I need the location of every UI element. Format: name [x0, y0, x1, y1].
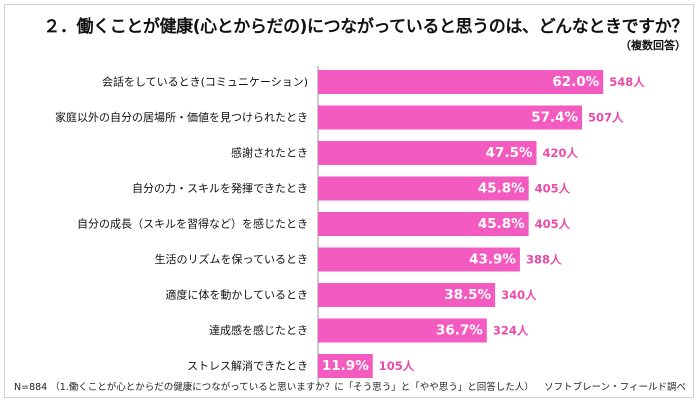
- category-label: 適度に体を動かしているとき: [165, 288, 308, 302]
- category-label: 自分の力・スキルを発揮できたとき: [132, 181, 308, 195]
- bar: [318, 141, 537, 165]
- bar-count-label: 405人: [535, 182, 571, 196]
- bar: [318, 247, 520, 272]
- category-label: 感謝されたとき: [231, 146, 308, 160]
- footnote: N=884 （1.働くことが心とからだの健康につながっていると思いますか？に「そ…: [14, 382, 534, 393]
- chart-frame: [4, 4, 694, 398]
- category-label: 家庭以外の自分の居場所・価値を見つけられたとき: [55, 110, 308, 124]
- bar: [318, 354, 373, 378]
- bar-count-label: 324人: [493, 324, 529, 338]
- bar-count-label: 105人: [379, 359, 415, 373]
- bar-value-label: 57.4%: [531, 110, 578, 126]
- bar-value-label: 45.8%: [478, 216, 525, 232]
- category-label: ストレス解消できたとき: [187, 359, 308, 373]
- bar: [318, 105, 583, 130]
- category-label: 会話をしているとき(コミュニケーション): [102, 75, 308, 89]
- bar: [318, 212, 529, 236]
- bar-value-label: 11.9%: [322, 358, 369, 374]
- bar-count-label: 548人: [609, 75, 645, 89]
- bar-count-label: 507人: [588, 111, 624, 125]
- bar-count-label: 405人: [535, 217, 571, 231]
- bar-value-label: 47.5%: [486, 145, 533, 161]
- bar: [318, 318, 487, 343]
- bar-value-label: 38.5%: [444, 287, 491, 303]
- bar: [318, 176, 529, 201]
- chart-subtitle: （複数回答）: [620, 39, 686, 52]
- bar: [318, 283, 496, 307]
- bar-value-label: 36.7%: [436, 323, 483, 339]
- category-label: 達成感を感じたとき: [209, 324, 308, 337]
- category-label: 自分の成長（スキルを習得など）を感じたとき: [77, 218, 308, 231]
- category-label: 生活のリズムを保っているとき: [155, 252, 308, 266]
- bar-count-label: 420人: [543, 146, 579, 160]
- bar-count-label: 340人: [501, 288, 537, 302]
- bar: [318, 70, 604, 94]
- bar-value-label: 45.8%: [478, 181, 525, 197]
- bar-value-label: 62.0%: [552, 74, 599, 90]
- bar-value-label: 43.9%: [469, 252, 516, 268]
- chart-title: ２．働くことが健康(心とからだの)につながっていると思うのは、どんなときですか？: [43, 17, 688, 37]
- bar-count-label: 388人: [526, 253, 562, 267]
- source-credit: ソフトブレーン・フィールド調べ: [544, 382, 686, 393]
